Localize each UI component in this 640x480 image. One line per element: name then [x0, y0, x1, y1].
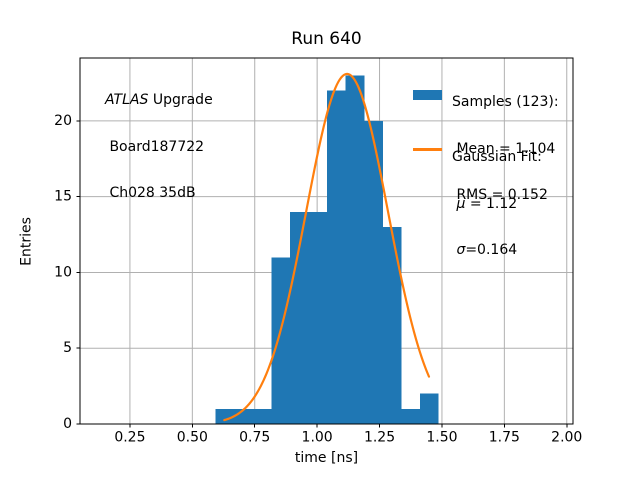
histogram-bar	[215, 408, 235, 424]
chart-title: Run 640	[291, 29, 362, 49]
gaussian-fit-curve	[223, 72, 431, 422]
x-axis-label: time [ns]	[294, 450, 359, 466]
annotation-brand: ATLAS	[105, 92, 149, 108]
histogram-bar	[401, 408, 421, 424]
x-tick-label: 0.50	[177, 430, 208, 446]
histogram-bar	[345, 75, 365, 424]
x-tick-label: 1.25	[364, 430, 395, 446]
x-tick-label: 1.50	[426, 430, 457, 446]
y-tick-label: 15	[54, 189, 72, 205]
x-tick-label: 0.75	[239, 430, 270, 446]
legend-fit-title: Gaussian Fit:	[452, 149, 542, 165]
legend-fit-swatch	[413, 148, 442, 151]
legend-samples-mean: Mean = 1.104	[452, 140, 556, 157]
y-axis-label: Entries	[18, 217, 35, 266]
legend-samples-title: Samples (123):	[452, 94, 559, 110]
legend-fit-mu: μ = 1.12	[456, 195, 518, 212]
histogram-bar	[420, 393, 439, 424]
x-tick-label: 2.00	[551, 430, 582, 446]
x-tick-label: 1.00	[302, 430, 333, 446]
histogram-bar	[308, 211, 328, 424]
legend-samples-swatch	[413, 90, 442, 100]
axes-spines	[79, 57, 574, 425]
y-tick-label: 5	[63, 340, 72, 356]
legend-fit-sigma: σ=0.164	[456, 242, 518, 258]
histogram-bar	[364, 120, 383, 424]
y-tick-label: 20	[54, 113, 72, 129]
y-tick-label: 10	[54, 264, 72, 280]
annotation-block: ATLAS Upgrade Board187722 Ch028 35dB	[105, 62, 213, 233]
y-tick-label: 0	[63, 416, 72, 432]
histogram-bar	[252, 408, 272, 424]
x-tick-label: 1.75	[489, 430, 520, 446]
x-tick-label: 0.25	[114, 430, 145, 446]
histogram-bar	[327, 90, 346, 424]
legend-samples-entry: Samples (123): Mean = 1.104 RMS = 0.152	[452, 64, 559, 235]
annotation-line-1: ATLAS Upgrade	[105, 92, 213, 108]
legend-fit-entry: Gaussian Fit: μ = 1.12 σ=0.164	[452, 119, 542, 290]
histogram-bar	[382, 226, 402, 424]
annotation-line-3: Ch028 35dB	[105, 185, 196, 201]
annotation-line-2: Board187722	[105, 138, 205, 155]
legend-samples-rms: RMS = 0.152	[452, 187, 548, 203]
histogram-bar	[271, 257, 290, 424]
